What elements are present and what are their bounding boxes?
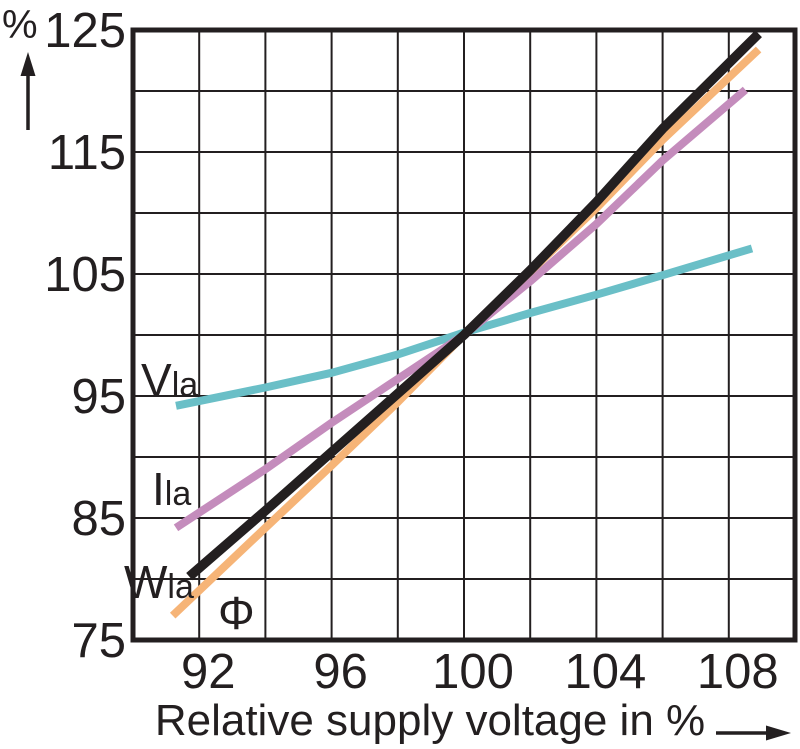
series-label-V_la: Vla — [141, 354, 198, 406]
curve-W_la — [186, 30, 762, 581]
plot-border — [130, 27, 798, 643]
x-tick-label: 100 — [432, 645, 514, 699]
label-layer: Vla Ila Φ Wla 75 85 95 105 115 125 92 96 100 104 108 — [44, 4, 778, 699]
right-arrow-icon — [716, 725, 791, 741]
y-tick-label: 115 — [48, 126, 126, 180]
up-arrow-icon — [20, 52, 36, 130]
y-tick-label: 105 — [44, 248, 126, 302]
curve-I_la — [173, 86, 748, 532]
x-tick-label: 104 — [565, 645, 647, 699]
y-tick-label: 75 — [71, 614, 126, 668]
curve-layer — [169, 30, 762, 619]
x-axis-title: Relative supply voltage in % — [155, 696, 705, 745]
y-axis-unit-label: % — [2, 3, 38, 47]
y-tick-label: 85 — [71, 492, 126, 546]
x-tick-label: 108 — [697, 645, 779, 699]
frame-layer — [130, 27, 798, 643]
series-label-I_la: Ila — [152, 463, 191, 515]
series-label-Phi: Φ — [218, 587, 255, 639]
y-tick-label: 95 — [71, 370, 126, 424]
series-label-W_la: Wla — [124, 556, 194, 608]
x-tick-label: 92 — [181, 645, 236, 699]
y-tick-label: 125 — [44, 4, 126, 58]
x-tick-label: 96 — [313, 645, 368, 699]
